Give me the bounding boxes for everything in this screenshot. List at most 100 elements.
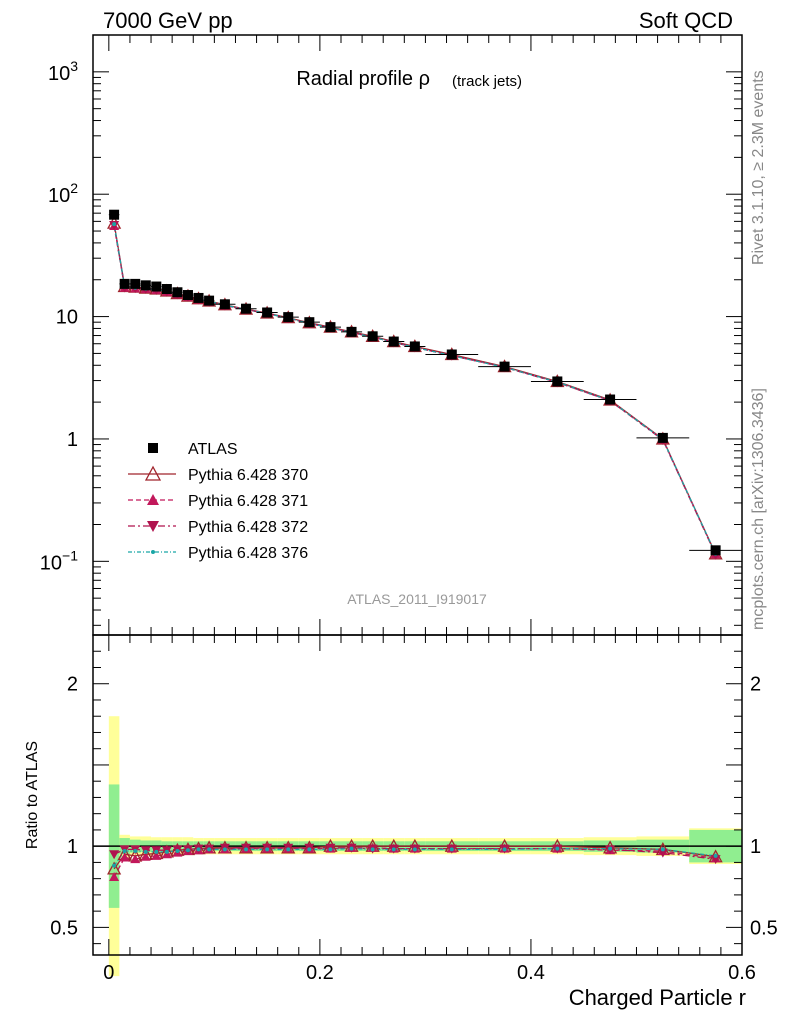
data-point [605, 394, 616, 405]
data-point [446, 349, 457, 360]
data-point [193, 292, 204, 303]
ratio-y-tick-label-right: 2 [750, 674, 761, 696]
mc-point-ratio [608, 846, 613, 851]
mc-point-ratio [328, 847, 333, 852]
legend-marker [147, 494, 159, 505]
data-point [388, 336, 399, 347]
ratio-y-tick-label-right: 1 [750, 836, 761, 858]
legend-marker-atlas [148, 443, 158, 453]
data-point [119, 278, 130, 289]
data-point [346, 326, 357, 337]
mc-point-ratio [207, 847, 212, 852]
mc-line-ratio [113, 845, 716, 870]
mc-point-ratio [710, 855, 721, 865]
data-point [109, 209, 120, 220]
ratio-y-tick-label-right: 0.5 [750, 917, 778, 939]
mc-point-ratio [130, 854, 141, 864]
legend-marker [147, 521, 159, 532]
data-point [367, 331, 378, 342]
data-point [325, 322, 336, 333]
x-tick-label: 0.2 [306, 962, 334, 984]
data-point [657, 432, 668, 443]
header-right: Soft QCD [639, 8, 733, 33]
mc-point-ratio [122, 849, 127, 854]
data-point [161, 284, 172, 295]
x-tick-label: 0 [103, 962, 114, 984]
main-title-sub: (track jets) [452, 73, 522, 90]
mc-point-ratio [657, 848, 668, 858]
mc-point-ratio [151, 850, 162, 860]
mc-point-ratio [175, 849, 180, 854]
data-markers [107, 209, 742, 882]
rivet-label: Rivet 3.1.10, ≥ 2.3M events [750, 70, 767, 265]
legend-marker [151, 550, 155, 554]
y-tick-label: 1 [67, 429, 78, 451]
data-point [182, 290, 193, 301]
ratio-frame [92, 634, 743, 956]
data-point [151, 281, 162, 292]
data-point [283, 312, 294, 323]
mc-point-ratio [154, 849, 159, 854]
mc-point-ratio [119, 852, 130, 862]
data-point [552, 376, 563, 387]
data-point [172, 287, 183, 298]
mc-point-ratio [412, 847, 417, 852]
mc-point-ratio [112, 863, 117, 868]
mc-point-ratio [502, 847, 507, 852]
mc-point-ratio [109, 872, 120, 882]
ratio-y-tick-label-left: 2 [67, 674, 78, 696]
mc-point-ratio [140, 851, 151, 861]
data-point [710, 545, 721, 556]
data-point [140, 280, 151, 291]
mcplots-label: mcplots.cern.ch [arXiv:1306.3436] [750, 388, 767, 630]
header-left: 7000 GeV pp [103, 8, 233, 33]
ratio-y-tick-label-left: 1 [67, 836, 78, 858]
mc-point-ratio [244, 847, 249, 852]
mc-point-ratio [370, 847, 375, 852]
data-point [204, 295, 215, 306]
mc-line-main [113, 223, 717, 555]
x-axis-label: Charged Particle r [569, 985, 746, 1010]
y-tick-label: 103 [48, 58, 78, 85]
mc-point-main [112, 222, 117, 227]
mc-point-ratio [286, 847, 291, 852]
legend-label: Pythia 6.428 376 [188, 545, 308, 562]
ratio-y-label: Ratio to ATLAS [24, 741, 41, 849]
y-tick-label: 10 [56, 307, 78, 329]
legend-label: ATLAS [188, 441, 238, 458]
data-point [262, 307, 273, 318]
mc-point-ratio [349, 846, 354, 851]
data-point [409, 341, 420, 352]
data-point [241, 303, 252, 314]
watermark: ATLAS_2011_I919017 [347, 591, 487, 607]
legend-label: Pythia 6.428 371 [188, 493, 308, 510]
x-tick-label: 0.6 [728, 962, 756, 984]
mc-point-ratio [265, 847, 270, 852]
mc-point-ratio [164, 849, 169, 854]
ratio-y-tick-label-left: 0.5 [50, 917, 78, 939]
data-point [304, 317, 315, 328]
mc-point-ratio [391, 847, 396, 852]
mc-point-ratio [185, 848, 190, 853]
mc-point-ratio [713, 853, 718, 858]
main-title: Radial profile ρ [296, 68, 430, 90]
legend-label: Pythia 6.428 372 [188, 519, 308, 536]
mc-point-ratio [660, 847, 665, 852]
axes: 10−1 1 10 102 103 0.5 0.5 1 1 2 2 0 0.2 0.4 0.6 [40, 34, 778, 984]
mc-point-ratio [196, 847, 201, 852]
mc-point-ratio [449, 847, 454, 852]
mc-point-ratio [222, 847, 227, 852]
mc-point-ratio [133, 849, 138, 854]
y-tick-label: 10−1 [40, 547, 78, 574]
legend-label: Pythia 6.428 370 [188, 467, 308, 484]
legend: ATLAS Pythia 6.428 370 Pythia 6.428 371 Pyt… [128, 441, 308, 562]
mc-point-ratio [555, 846, 560, 851]
data-point [219, 299, 230, 310]
y-tick-label: 102 [48, 180, 78, 207]
x-tick-label: 0.4 [517, 962, 545, 984]
mc-point-ratio [307, 847, 312, 852]
mc-point-ratio [109, 850, 120, 860]
data-point [499, 361, 510, 372]
mc-point-ratio [143, 849, 148, 854]
